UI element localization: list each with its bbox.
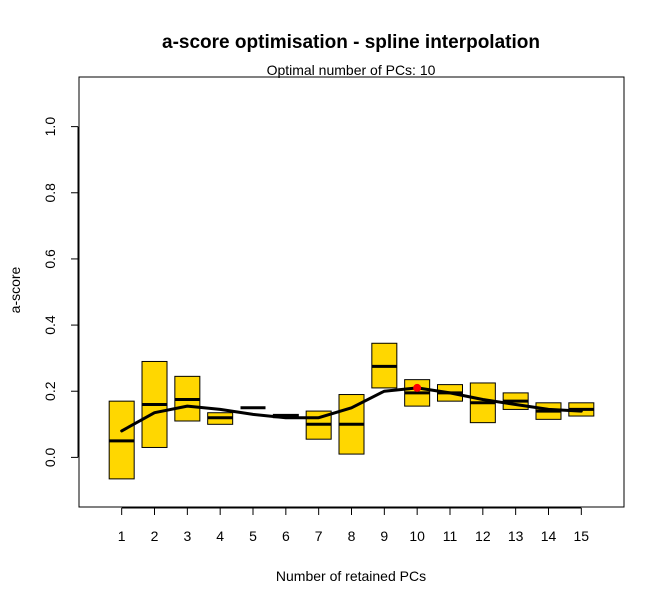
x-axis-label: Number of retained PCs: [276, 568, 426, 584]
optimum-marker-group: [413, 383, 422, 392]
x-tick-label: 12: [475, 528, 491, 544]
x-axis: 1 2 3 4 5 6 7 8 9 10 11 12 13 14 15: [118, 507, 590, 544]
x-tick-label: 11: [443, 528, 458, 544]
x-tick-label: 15: [574, 528, 590, 544]
y-tick-label: 1.0: [42, 117, 58, 137]
x-tick-label: 8: [348, 528, 356, 544]
x-tick-label: 7: [315, 528, 323, 544]
y-tick-label: 0.6: [42, 249, 58, 269]
optimum-marker: [413, 383, 422, 392]
boxes: [108, 342, 595, 480]
y-tick-label: 0.2: [42, 381, 58, 401]
x-tick-label: 14: [541, 528, 557, 544]
y-tick-label: 0.8: [42, 183, 58, 203]
x-tick-label: 5: [249, 528, 257, 544]
x-tick-label: 2: [151, 528, 159, 544]
x-tick-label: 6: [282, 528, 290, 544]
y-axis: 0.0 0.2 0.4 0.6 0.8 1.0: [42, 117, 79, 467]
plot-frame: [78, 76, 625, 508]
x-tick-label: 9: [380, 528, 388, 544]
y-axis-label: a-score: [7, 266, 23, 313]
x-tick-label: 1: [118, 528, 126, 544]
x-tick-label: 3: [183, 528, 191, 544]
spline-line: [120, 386, 583, 433]
y-tick-label: 0.0: [42, 447, 58, 467]
x-tick-label: 4: [216, 528, 224, 544]
spline-path: [120, 386, 583, 433]
x-tick-label: 10: [409, 528, 425, 544]
chart-title: a-score optimisation - spline interpolat…: [162, 32, 540, 53]
chart-subtitle: Optimal number of PCs: 10: [267, 62, 436, 78]
x-tick-label: 13: [508, 528, 524, 544]
y-tick-label: 0.4: [42, 315, 58, 335]
